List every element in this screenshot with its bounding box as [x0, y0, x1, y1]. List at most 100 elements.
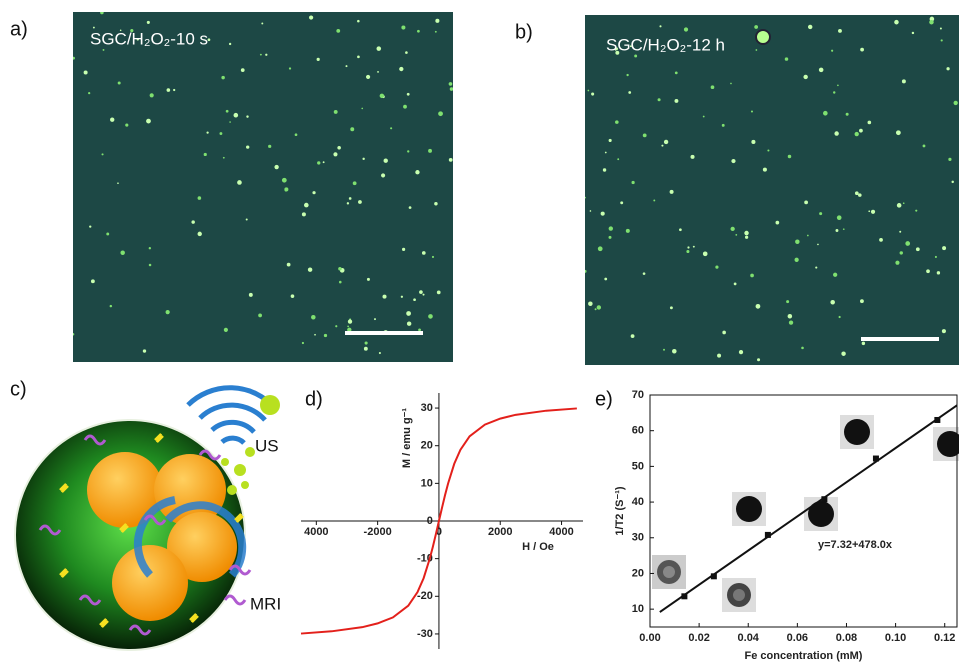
- particle: [815, 267, 817, 269]
- particle: [894, 20, 899, 25]
- nanoparticle-diagram: US MRI: [15, 388, 281, 650]
- particle: [167, 88, 171, 92]
- particle: [173, 89, 175, 91]
- particle: [382, 295, 386, 299]
- particle: [786, 300, 789, 303]
- y-axis-title: 1/T2 (S⁻¹): [614, 486, 626, 536]
- particle: [744, 231, 748, 235]
- particle: [268, 145, 271, 148]
- particle: [923, 145, 926, 148]
- y-tick-label: 10: [421, 477, 433, 489]
- particle: [289, 67, 291, 69]
- data-point: [873, 456, 879, 462]
- particle: [362, 158, 364, 160]
- particle: [317, 161, 320, 164]
- particle: [84, 70, 88, 74]
- particle: [617, 158, 619, 160]
- panel-label: a): [10, 18, 28, 40]
- particle: [605, 152, 607, 154]
- particle: [715, 266, 718, 269]
- particle: [434, 202, 437, 205]
- particle: [106, 233, 109, 236]
- particle: [241, 68, 245, 72]
- particle: [684, 27, 688, 31]
- particle: [72, 57, 75, 60]
- particle: [302, 212, 306, 216]
- data-point: [821, 496, 827, 502]
- particle: [843, 228, 845, 230]
- particle: [615, 120, 619, 124]
- particle: [260, 54, 262, 56]
- particle: [626, 229, 630, 233]
- particle: [358, 200, 362, 204]
- x-tick-label: 0.12: [934, 632, 955, 644]
- x-tick-label: 4000: [549, 526, 573, 538]
- particle: [868, 121, 872, 125]
- particle: [435, 31, 437, 33]
- particle: [149, 264, 152, 267]
- y-axis-title: M / emu g⁻¹: [401, 408, 413, 469]
- particle: [659, 25, 661, 27]
- particle: [801, 347, 804, 350]
- ultrasound-waves: [188, 388, 275, 443]
- particle: [422, 251, 426, 255]
- particle: [717, 354, 721, 358]
- data-point: [711, 573, 717, 579]
- particle: [334, 110, 338, 114]
- particle: [407, 150, 409, 152]
- particle: [282, 178, 287, 183]
- panel-label: d): [305, 388, 323, 410]
- particle: [703, 252, 708, 257]
- particle: [823, 111, 828, 116]
- particle: [833, 273, 837, 277]
- particle: [93, 27, 95, 29]
- particle: [663, 349, 665, 351]
- particle: [926, 269, 930, 273]
- particle: [795, 258, 799, 262]
- particle: [839, 316, 841, 318]
- particle: [603, 168, 606, 171]
- micrograph: [585, 15, 959, 365]
- particle: [150, 93, 154, 97]
- particle: [860, 48, 864, 52]
- particle: [258, 314, 262, 318]
- mri-thumbnails: [652, 415, 959, 612]
- core: [112, 545, 188, 621]
- particle: [862, 342, 865, 345]
- particle: [418, 329, 421, 332]
- particle: [166, 310, 170, 314]
- particle: [311, 315, 316, 320]
- particle: [287, 263, 291, 267]
- x-axis-title: H / Oe: [522, 541, 554, 553]
- particle: [428, 314, 433, 319]
- particle: [940, 27, 942, 29]
- particle: [366, 75, 370, 79]
- particle: [789, 320, 793, 324]
- particle: [670, 306, 673, 309]
- particle: [380, 94, 384, 98]
- particle: [198, 196, 202, 200]
- particle: [413, 298, 416, 301]
- particle: [350, 127, 354, 131]
- particle: [693, 246, 695, 248]
- particle: [284, 187, 288, 191]
- particle: [89, 225, 91, 227]
- particle: [347, 202, 349, 204]
- particle: [588, 302, 593, 307]
- particle: [118, 82, 121, 85]
- particle: [653, 200, 655, 202]
- particle: [722, 331, 726, 335]
- particle: [871, 210, 875, 214]
- particle: [399, 67, 403, 71]
- particle: [349, 197, 352, 200]
- particle: [198, 232, 202, 236]
- particle: [449, 82, 453, 86]
- particle: [204, 153, 207, 156]
- x-tick-label: 0.02: [688, 632, 709, 644]
- particle: [609, 236, 612, 239]
- particle: [954, 101, 958, 105]
- data-point: [934, 417, 940, 423]
- particle: [860, 299, 864, 303]
- particle: [379, 352, 381, 354]
- particle: [291, 294, 295, 298]
